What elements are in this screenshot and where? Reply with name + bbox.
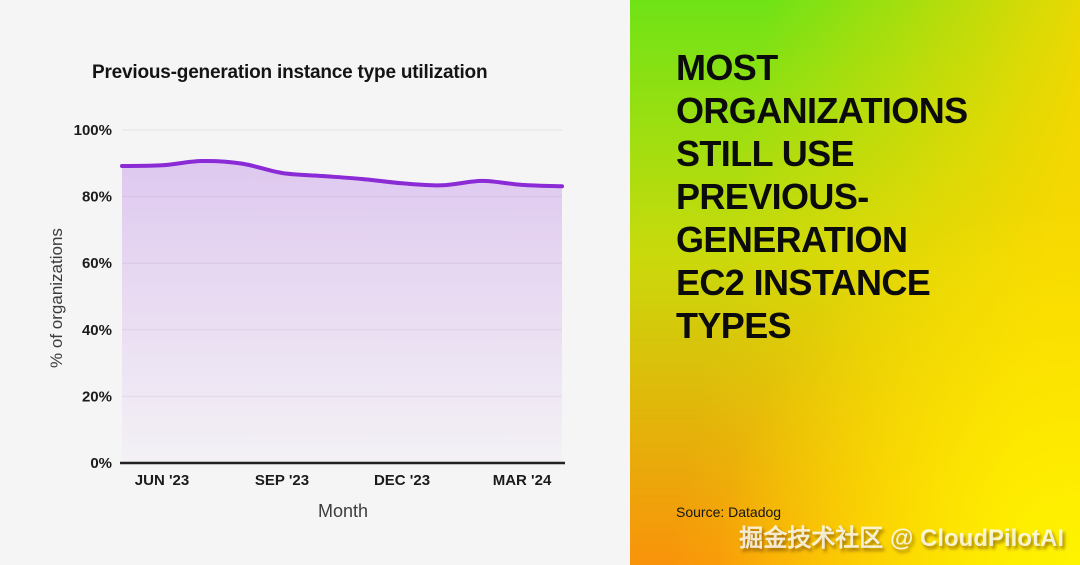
utilization-area-chart: 0% 20% 40% 60% 80% 100% JUN '23 SEP '23 DEC '23… [74,122,565,489]
y-tick-label: 20% [82,388,112,405]
headline-line: GENERATION [676,219,908,260]
x-tick-label: DEC '23 [374,472,430,489]
headline-line: EC2 INSTANCE [676,262,931,303]
x-tick-labels: JUN '23 SEP '23 DEC '23 MAR '24 [135,472,552,489]
y-tick-label: 80% [82,189,112,206]
watermark: 掘金技术社区 @ CloudPilotAI [739,525,1064,552]
trend-line [120,158,564,189]
y-tick-label: 0% [90,455,112,472]
headline-line: PREVIOUS- [676,176,869,217]
chart-title: Previous-generation instance type utiliz… [92,62,488,83]
headline-line: STILL USE [676,133,855,174]
y-tick-label: 60% [82,255,112,272]
x-axis-title: Month [317,501,369,521]
headline-line: MOST [676,47,778,88]
headline-line: ORGANIZATIONS [676,90,968,131]
y-axis-title: % of organizations [47,228,66,368]
x-tick-label: JUN '23 [135,472,189,489]
source-attribution: Source: Datadog [676,504,782,520]
y-tick-label: 40% [82,322,112,339]
headline-line: TYPES [676,305,792,346]
headline: MOST ORGANIZATIONS STILL USE PREVIOUS- G… [676,46,1046,347]
x-tick-label: SEP '23 [255,472,309,489]
y-tick-labels: 0% 20% 40% 60% 80% 100% [74,122,112,472]
headline-panel: MOST ORGANIZATIONS STILL USE PREVIOUS- G… [630,0,1080,565]
y-tick-label: 100% [74,122,112,139]
chart-panel: Previous-generation instance type utiliz… [47,62,565,521]
x-tick-label: MAR '24 [493,472,552,489]
area-fill [122,160,562,464]
